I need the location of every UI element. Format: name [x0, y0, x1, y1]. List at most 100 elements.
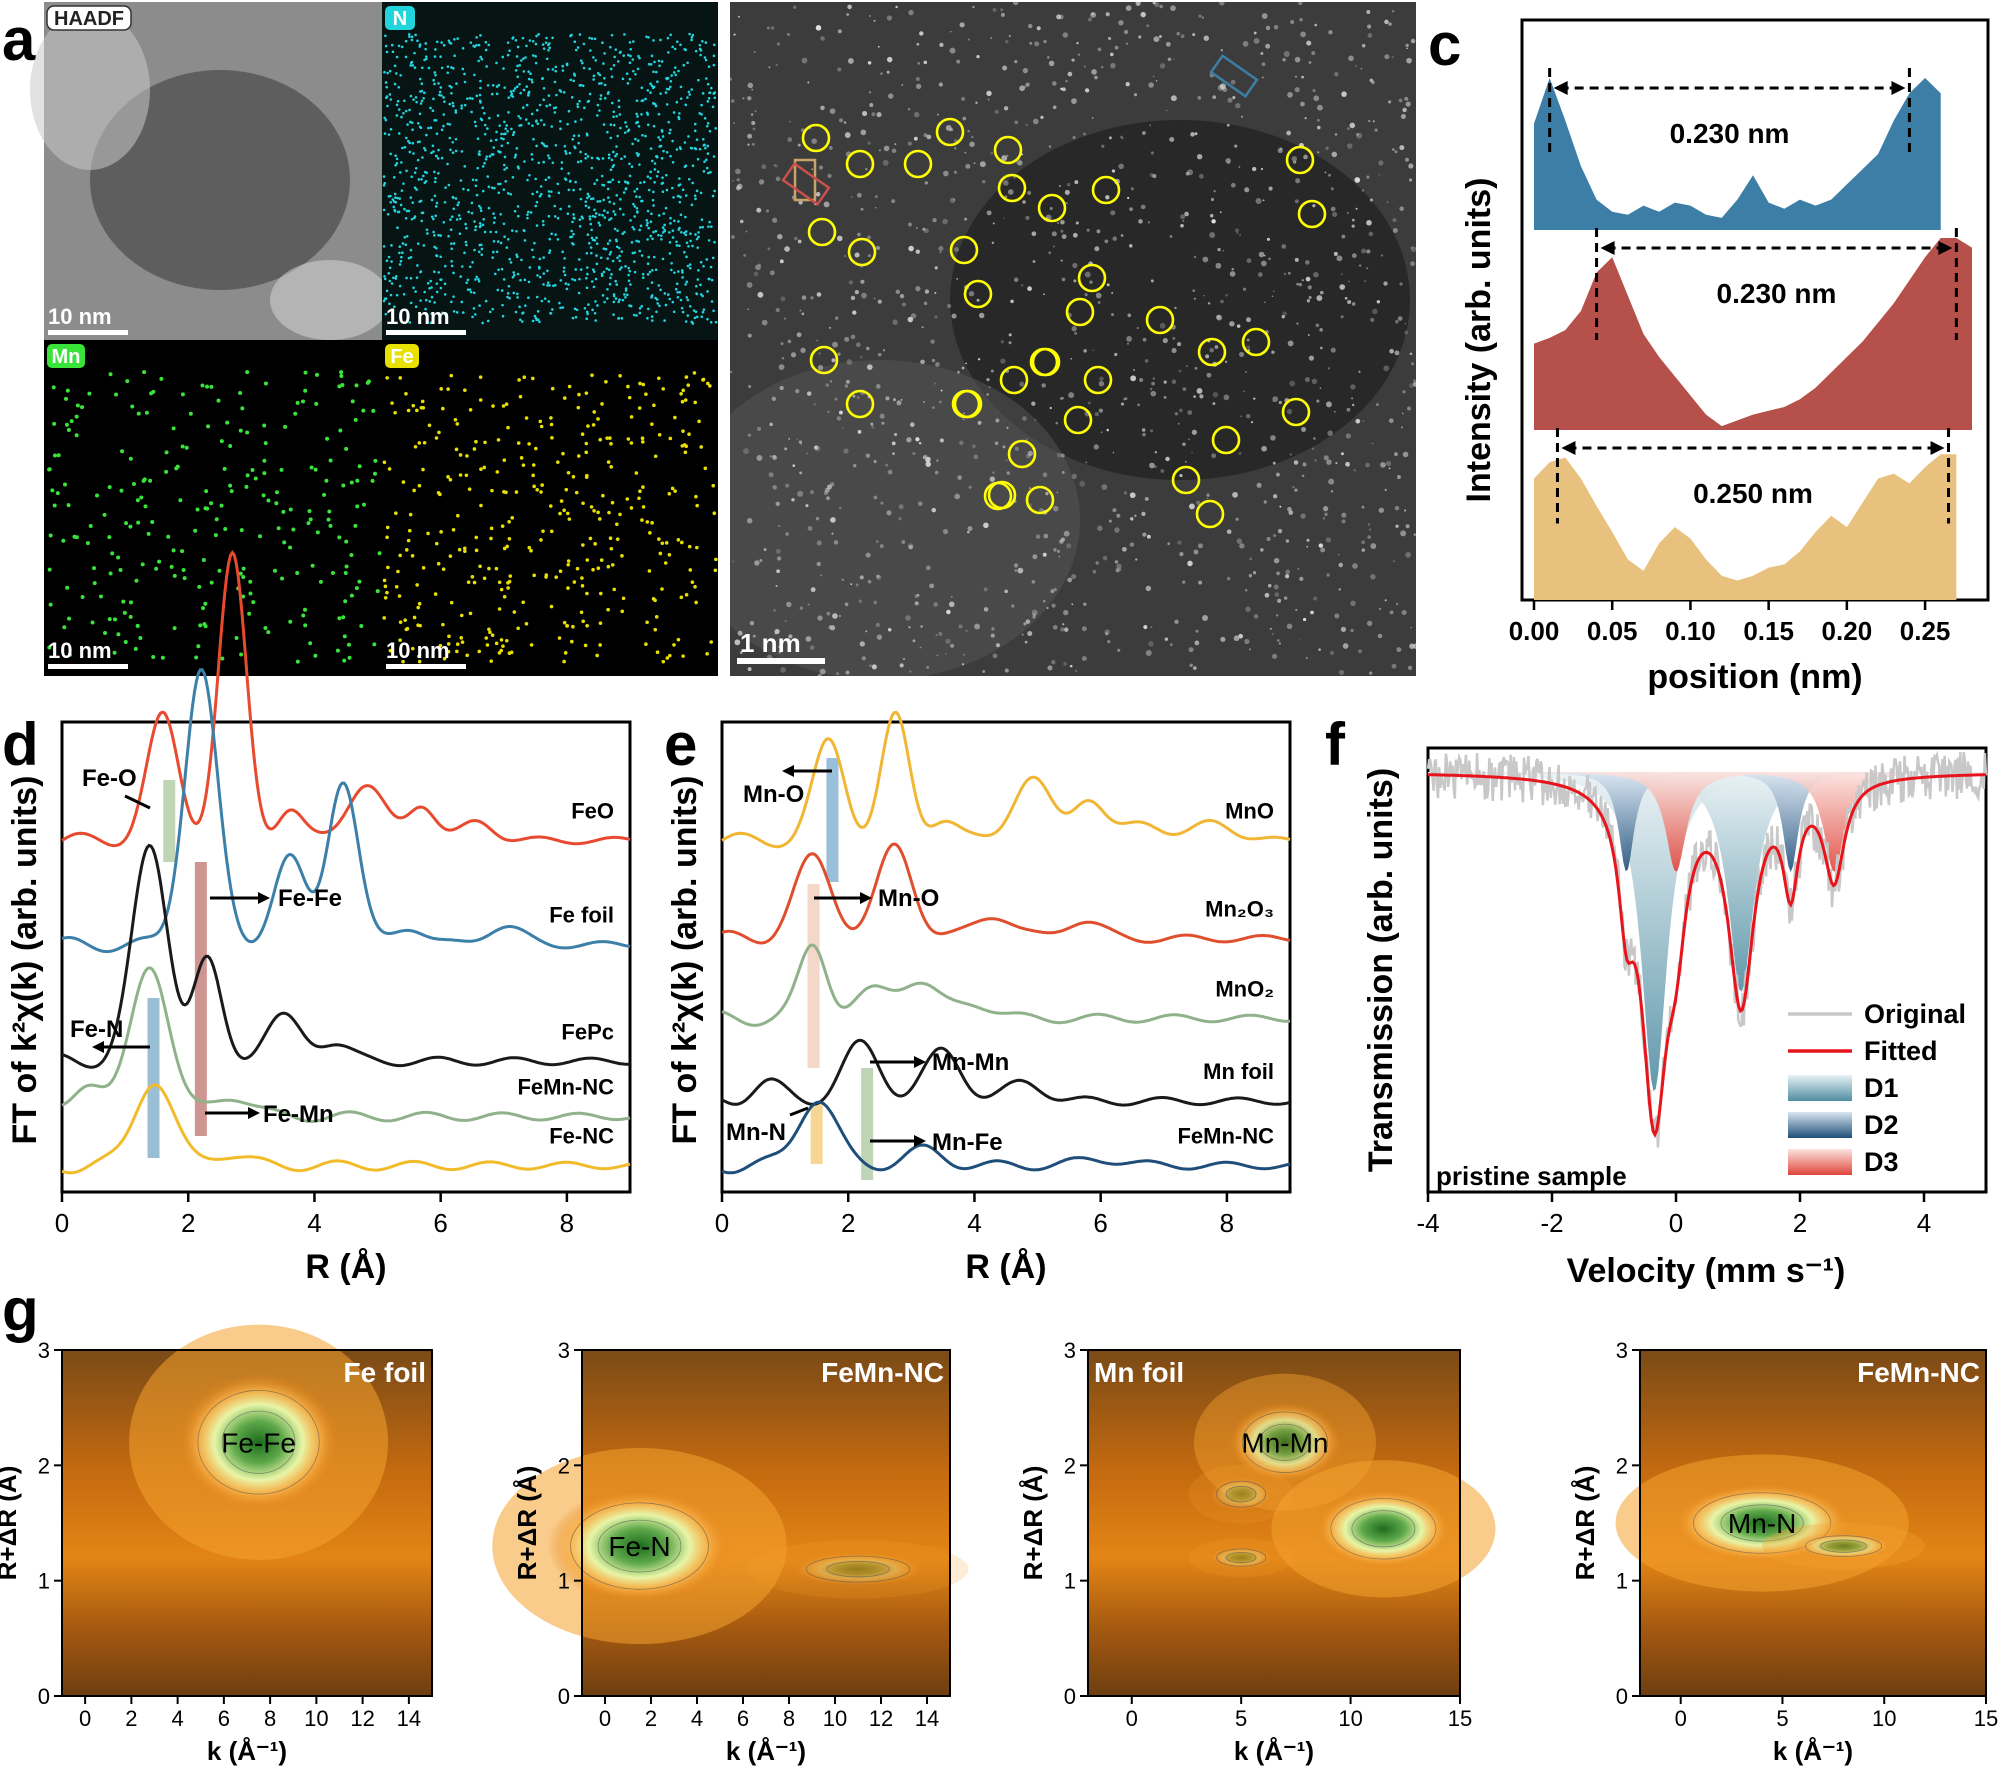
eds-dot: [55, 491, 60, 496]
eds-dot: [649, 170, 653, 174]
eds-dot: [404, 55, 408, 59]
y-tick-label: 2: [1616, 1453, 1628, 1478]
atom-speck: [896, 400, 902, 406]
atom-speck: [1074, 331, 1078, 336]
atom-speck: [1052, 245, 1055, 248]
eds-dot: [415, 188, 418, 191]
eds-dot: [596, 71, 600, 75]
eds-dot: [531, 463, 536, 467]
eds-dot: [238, 571, 243, 576]
eds-dot: [688, 266, 692, 270]
atom-speck: [857, 232, 861, 237]
atom-speck: [816, 339, 819, 342]
atom-speck: [1316, 125, 1321, 130]
eds-dot: [633, 215, 636, 218]
atom-speck: [1061, 87, 1066, 92]
eds-dot: [398, 376, 403, 380]
atom-speck: [983, 522, 989, 529]
atom-speck: [1301, 279, 1304, 282]
eds-dot: [641, 505, 646, 509]
atom-speck: [1281, 315, 1285, 319]
atom-speck: [769, 422, 773, 427]
eds-dot: [468, 407, 473, 412]
atom-speck: [1276, 571, 1280, 576]
atom-speck: [1244, 187, 1250, 193]
d-ann-fe-n: Fe-N: [70, 1016, 123, 1043]
eds-dot: [397, 44, 401, 48]
eds-dot: [507, 111, 510, 114]
atom-speck: [731, 235, 735, 239]
eds-dot: [659, 138, 662, 142]
eds-dot: [394, 511, 398, 515]
eds-dot: [403, 236, 407, 239]
atom-speck: [1142, 131, 1146, 135]
atom-speck: [1263, 500, 1267, 504]
atom-speck: [971, 135, 974, 139]
eds-dot: [390, 282, 394, 285]
atom-speck: [1060, 259, 1063, 262]
eds-dot: [650, 296, 653, 299]
eds-dot: [553, 204, 557, 208]
eds-dot: [595, 178, 599, 182]
atom-speck: [745, 230, 748, 233]
eds-dot: [593, 215, 597, 219]
eds-dot: [684, 233, 688, 237]
eds-dot: [620, 250, 624, 253]
atom-speck: [1341, 519, 1346, 524]
eds-dot: [442, 96, 445, 99]
eds-dot: [615, 145, 618, 148]
atom-speck: [1351, 218, 1355, 222]
atom-speck: [934, 292, 937, 295]
atom-speck: [1138, 219, 1143, 224]
eds-dot: [401, 659, 405, 664]
eds-dot: [389, 293, 393, 297]
panel-f-ylabel: Transmission (arb. units): [1362, 768, 1400, 1172]
eds-dot: [172, 626, 177, 631]
atom-speck: [735, 168, 741, 175]
spectrum-Fe foil: [61, 667, 631, 954]
eds-dot: [546, 281, 550, 284]
eds-dot: [668, 231, 671, 234]
eds-dot: [474, 439, 478, 444]
eds-dot: [128, 614, 133, 619]
eds-dot: [434, 436, 439, 440]
eds-dot: [567, 205, 571, 208]
x-tick-label: 2: [181, 1208, 195, 1238]
atom-speck: [976, 54, 980, 59]
eds-dot: [641, 485, 645, 489]
eds-dot: [576, 105, 580, 109]
eds-dot: [548, 251, 551, 255]
atom-speck: [1180, 34, 1185, 39]
eds-dot: [483, 123, 487, 127]
eds-dot: [244, 484, 249, 489]
eds-dot: [516, 205, 520, 208]
atom-speck: [1198, 173, 1204, 179]
eds-dot: [446, 65, 450, 68]
eds-dot: [527, 91, 530, 95]
atom-speck: [917, 501, 923, 507]
eds-dot: [693, 400, 698, 405]
atom-speck: [1314, 23, 1318, 27]
atom-speck: [1049, 206, 1053, 211]
atom-speck: [772, 454, 777, 459]
eds-dot: [385, 85, 389, 89]
eds-dot: [444, 313, 448, 317]
eds-dot: [690, 320, 694, 324]
eds-dot: [627, 395, 632, 400]
eds-dot: [474, 228, 477, 232]
eds-dot: [288, 619, 293, 624]
eds-dot: [388, 93, 392, 96]
eds-dot: [572, 216, 576, 220]
atom-speck: [1361, 505, 1365, 509]
eds-dot: [650, 54, 654, 58]
atom-speck: [1017, 567, 1024, 574]
eds-dot: [518, 82, 521, 86]
eds-dot: [518, 124, 521, 127]
atom-speck: [1022, 200, 1026, 204]
eds-dot: [702, 308, 706, 311]
eds-dot: [543, 144, 547, 148]
eds-dot: [572, 72, 576, 76]
eds-dot: [693, 316, 697, 320]
eds-dot: [545, 144, 549, 148]
